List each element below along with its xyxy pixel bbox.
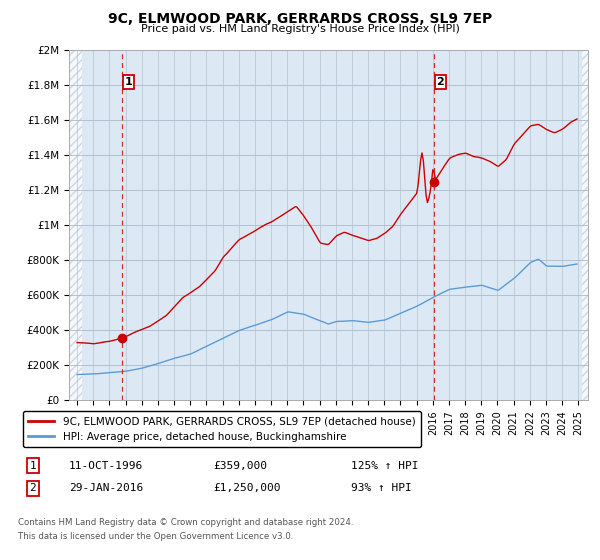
Text: 1: 1 xyxy=(29,461,37,471)
Text: 2: 2 xyxy=(29,483,37,493)
Bar xyxy=(69,50,82,400)
Bar xyxy=(581,50,598,400)
Text: 93% ↑ HPI: 93% ↑ HPI xyxy=(351,483,412,493)
Text: £1,250,000: £1,250,000 xyxy=(213,483,281,493)
Text: £359,000: £359,000 xyxy=(213,461,267,471)
Text: 2: 2 xyxy=(437,77,444,87)
Text: Contains HM Land Registry data © Crown copyright and database right 2024.: Contains HM Land Registry data © Crown c… xyxy=(18,518,353,527)
Text: 1: 1 xyxy=(125,77,133,87)
Text: 29-JAN-2016: 29-JAN-2016 xyxy=(69,483,143,493)
Text: 125% ↑ HPI: 125% ↑ HPI xyxy=(351,461,419,471)
Legend: 9C, ELMWOOD PARK, GERRARDS CROSS, SL9 7EP (detached house), HPI: Average price, : 9C, ELMWOOD PARK, GERRARDS CROSS, SL9 7E… xyxy=(23,411,421,447)
Text: 11-OCT-1996: 11-OCT-1996 xyxy=(69,461,143,471)
Text: 9C, ELMWOOD PARK, GERRARDS CROSS, SL9 7EP: 9C, ELMWOOD PARK, GERRARDS CROSS, SL9 7E… xyxy=(108,12,492,26)
Text: This data is licensed under the Open Government Licence v3.0.: This data is licensed under the Open Gov… xyxy=(18,532,293,541)
Text: Price paid vs. HM Land Registry's House Price Index (HPI): Price paid vs. HM Land Registry's House … xyxy=(140,24,460,34)
